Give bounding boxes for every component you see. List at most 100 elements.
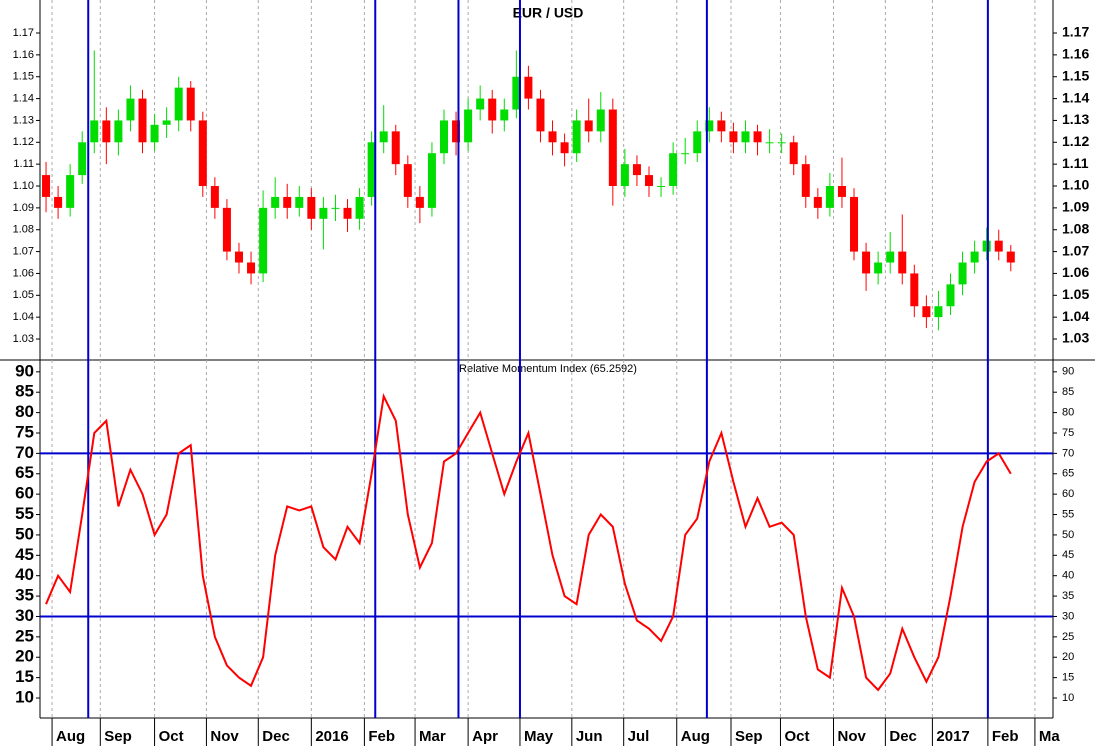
candle-body [1006, 251, 1015, 263]
candle-body [632, 164, 641, 176]
y-tick-label-right: 1.03 [1062, 330, 1089, 346]
y-tick-label-right: 25 [1062, 631, 1074, 643]
candle-body [512, 76, 521, 110]
candle-body [608, 109, 617, 187]
candle-body [464, 109, 473, 143]
candle-body [259, 207, 268, 274]
x-tick-label: Dec [889, 728, 917, 745]
candle-body [693, 131, 702, 154]
candle-body [789, 142, 798, 165]
y-tick-label: 1.04 [13, 311, 34, 323]
candle-body [452, 120, 461, 143]
candle-body [126, 98, 135, 121]
candle-body [415, 196, 424, 208]
y-tick-label-right: 90 [1062, 366, 1074, 378]
candle-body [946, 284, 955, 307]
y-tick-label-right: 1.06 [1062, 264, 1089, 280]
y-tick-label: 35 [15, 586, 34, 605]
candle-body [500, 109, 509, 121]
y-tick-label: 85 [15, 382, 34, 401]
candle-body [427, 153, 436, 208]
y-tick-label: 20 [15, 647, 34, 666]
y-tick-label-right: 75 [1062, 427, 1074, 439]
y-tick-label-right: 50 [1062, 529, 1074, 541]
candle-body [850, 196, 859, 252]
y-tick-label-right: 45 [1062, 549, 1074, 561]
candle-body [162, 120, 171, 125]
x-tick-label: Aug [681, 728, 710, 745]
candle-body [837, 186, 846, 197]
candle-body [331, 207, 340, 209]
candle-body [476, 98, 485, 110]
candle-body [403, 164, 412, 197]
candle-body [174, 87, 183, 121]
y-tick-label: 1.07 [13, 245, 34, 257]
candle-body [488, 98, 497, 121]
y-tick-label: 70 [15, 443, 34, 462]
y-tick-label: 10 [15, 688, 34, 707]
candle-body [78, 142, 87, 176]
candle-body [922, 306, 931, 318]
y-tick-label-right: 20 [1062, 651, 1074, 663]
x-tick-label: Mar [419, 728, 446, 745]
y-tick-label-right: 80 [1062, 407, 1074, 419]
y-tick-label-right: 1.11 [1062, 155, 1089, 171]
y-tick-label-right: 1.04 [1062, 308, 1089, 324]
y-tick-label-right: 1.08 [1062, 220, 1089, 236]
rmi-line [45, 393, 1012, 692]
candle-body [391, 131, 400, 165]
y-tick-label-right: 40 [1062, 570, 1074, 582]
y-tick-label-right: 10 [1062, 692, 1074, 704]
x-tick-label: Ma [1039, 728, 1060, 745]
y-tick-label: 1.11 [13, 158, 34, 170]
x-tick-label: Dec [262, 728, 290, 745]
y-tick-label: 1.09 [13, 202, 34, 214]
x-tick-label: 2017 [936, 728, 969, 745]
y-tick-label: 45 [15, 545, 34, 564]
y-tick-label-right: 1.17 [1062, 24, 1089, 40]
x-tick-label: Aug [56, 728, 85, 745]
y-tick-label: 1.15 [13, 71, 34, 83]
y-tick-label: 1.12 [13, 136, 34, 148]
candle-body [705, 120, 714, 132]
candle-body [741, 131, 750, 143]
candle-body [717, 120, 726, 132]
candle-body [982, 240, 991, 252]
candle-body [801, 164, 810, 197]
candle-body [825, 186, 834, 208]
y-tick-label: 30 [15, 606, 34, 625]
y-tick-label-right: 1.05 [1062, 286, 1089, 302]
y-tick-label-right: 85 [1062, 386, 1074, 398]
candle-body [536, 98, 545, 132]
chart-title: EUR / USD [513, 5, 584, 21]
candle-body [186, 87, 195, 121]
candle-body [247, 262, 256, 274]
candle-body [439, 120, 448, 154]
candle-body [222, 207, 231, 252]
y-tick-label: 1.06 [13, 267, 34, 279]
candle-body [669, 153, 678, 187]
y-tick-label: 15 [15, 667, 34, 686]
y-tick-label-right: 15 [1062, 672, 1074, 684]
x-tick-label: Oct [159, 728, 184, 745]
y-tick-label: 25 [15, 626, 34, 645]
candle-body [114, 120, 123, 143]
candle-body [319, 207, 328, 219]
candle-body [958, 262, 967, 285]
x-tick-label: Sep [104, 728, 132, 745]
y-tick-label-right: 55 [1062, 508, 1074, 520]
candle-body [657, 186, 666, 188]
candle-body [596, 109, 605, 132]
x-tick-label: Nov [210, 728, 239, 745]
y-tick-label-right: 1.10 [1062, 177, 1089, 193]
y-tick-label-right: 65 [1062, 468, 1074, 480]
candle-body [355, 196, 364, 219]
y-tick-label-right: 1.14 [1062, 89, 1089, 105]
candle-body [234, 251, 243, 263]
candle-body [560, 142, 569, 154]
y-tick-label-right: 1.07 [1062, 242, 1089, 258]
candle-body [994, 240, 1003, 252]
candle-body [584, 120, 593, 132]
y-tick-label: 1.03 [13, 333, 34, 345]
